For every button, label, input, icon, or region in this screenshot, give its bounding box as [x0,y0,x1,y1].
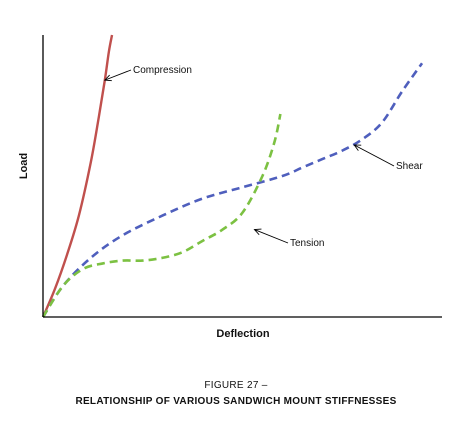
annotations-layer: Compression Shear Tension [103,65,423,249]
compression-curve [41,34,114,318]
compression-pointer-line [104,69,132,81]
tension-pointer-arrowhead [253,228,262,236]
compression-pointer-arrowhead [103,74,112,82]
shear-pointer-arrowhead [353,144,362,151]
shear-curve [41,62,424,318]
y-axis-title: Load [18,153,30,179]
figure-number: FIGURE 27 – [204,380,268,391]
x-axis-title: Deflection [216,328,269,340]
tension-curve [41,113,282,318]
figure-caption: RELATIONSHIP OF VARIOUS SANDWICH MOUNT S… [75,396,397,407]
shear-label: Shear [396,161,423,172]
curves-layer [41,34,424,318]
compression-label: Compression [133,65,192,76]
tension-pointer-line [254,229,289,244]
shear-pointer-line [354,144,395,167]
tension-label: Tension [290,238,324,249]
